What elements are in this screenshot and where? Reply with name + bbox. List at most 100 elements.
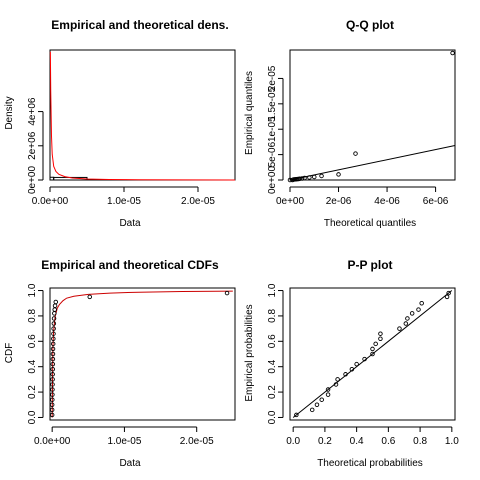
x-tick-label: 2.0e-05 (180, 436, 214, 447)
y-tick-label: 0e+00 (27, 166, 38, 195)
pp-point (309, 407, 315, 413)
y-tick-label: 0.0 (267, 410, 278, 424)
x-tick-label: 1.0 (445, 436, 459, 447)
qq-point (302, 175, 307, 181)
pp-ylabel: Empirical probabilities (244, 304, 255, 401)
pp-point (333, 382, 339, 387)
panel-density: Empirical and theoretical dens. Data Den… (4, 18, 236, 229)
pp-title: P-P plot (347, 258, 392, 272)
qq-point (319, 173, 324, 179)
ecdf-point (50, 397, 55, 402)
ecdf-point (53, 299, 59, 305)
ecdf-point (50, 356, 56, 362)
pp-point (349, 366, 355, 372)
pp-point (378, 331, 383, 336)
pp-point (444, 294, 450, 300)
plot-box (49, 49, 236, 181)
qq-point (353, 151, 358, 156)
ecdf-point (51, 326, 56, 331)
x-tick-label: 0.4 (350, 436, 364, 447)
pp-point (335, 377, 340, 382)
y-tick-label: 0.4 (267, 359, 278, 373)
y-tick-label: 0.6 (27, 334, 38, 348)
density-ylabel: Density (4, 96, 15, 129)
qq-plot-area: 0e+00 2e-06 4e-06 6e-060e+005e-061e-051.5e-… (267, 49, 456, 207)
density-xlabel: Data (119, 218, 141, 229)
pp-point (325, 392, 331, 397)
ecdf-point (50, 346, 56, 352)
density-title: Empirical and theoretical dens. (51, 18, 228, 32)
pp-point (397, 326, 402, 331)
ecdf-point (51, 316, 57, 321)
pp-xlabel: Theoretical probabilities (317, 458, 423, 469)
panel-qq: Q-Q plot Theoretical quantiles Empirical… (244, 18, 456, 229)
y-tick-label: 5e-06 (267, 141, 278, 167)
ecdf-point (50, 382, 55, 387)
ecdf-point (52, 303, 58, 309)
ecdf-point (49, 407, 55, 413)
pp-point (343, 372, 348, 377)
ecdf-point (52, 307, 57, 312)
y-tick-label: 4e+06 (27, 97, 38, 126)
pp-point (319, 397, 324, 402)
plot-box (289, 287, 456, 421)
cdf-plot-area: 0.0e+00 1.0e-05 2.0e-05 0.0 0.2 0.4 0.6 0.8 1.0 (27, 283, 236, 447)
pp-point (446, 290, 451, 296)
y-tick-label: 0.8 (267, 309, 278, 323)
x-tick-label: 2e-06 (326, 196, 352, 207)
pp-point (378, 336, 383, 342)
pp-point (405, 316, 410, 321)
ecdf-point (50, 361, 56, 367)
x-tick-label: 1.0e-05 (107, 196, 141, 207)
theoretical-cdf-curve (51, 290, 233, 418)
pp-reference-line (292, 290, 453, 418)
ecdf-point (49, 402, 55, 408)
y-tick-label: 2e+06 (27, 131, 38, 160)
x-tick-label: 4e-06 (374, 196, 400, 207)
y-tick-label: 0.8 (27, 309, 38, 323)
cdf-xlabel: Data (119, 458, 141, 469)
x-tick-label: 0.6 (381, 436, 395, 447)
ecdf-point (50, 366, 55, 372)
ecdf-point (51, 331, 56, 336)
y-tick-label: 1.0 (267, 283, 278, 297)
qq-ylabel: Empirical quantiles (244, 71, 255, 155)
cdf-ylabel: CDF (4, 343, 15, 364)
pp-point (362, 356, 367, 362)
ecdf-point (50, 351, 56, 357)
qq-xlabel: Theoretical quantiles (324, 218, 416, 229)
y-tick-label: 1e-05 (267, 116, 278, 142)
ecdf-point (49, 412, 55, 418)
qq-title: Q-Q plot (346, 18, 394, 32)
y-tick-label: 0e+00 (267, 166, 278, 195)
plot-box (289, 49, 456, 181)
cdf-title: Empirical and theoretical CDFs (41, 258, 219, 272)
plot-box (49, 287, 236, 421)
y-tick-label: 0.0 (27, 410, 38, 424)
qq-point (297, 176, 302, 181)
x-tick-label: 0.0e+00 (34, 436, 71, 447)
y-tick-label: 1.5e-05 (267, 86, 278, 120)
qq-point (307, 175, 312, 180)
x-tick-label: 0.0e+00 (32, 196, 69, 207)
pp-point (403, 321, 409, 326)
pp-point (314, 402, 320, 408)
pp-point (416, 307, 421, 312)
ecdf-point (50, 372, 55, 377)
pp-point (370, 346, 375, 352)
histogram-bar (49, 176, 55, 181)
qq-point (336, 172, 341, 177)
x-tick-label: 0.2 (318, 436, 332, 447)
pp-point (294, 412, 299, 418)
y-tick-label: 0.2 (27, 385, 38, 399)
x-tick-label: 2.0e-05 (181, 196, 215, 207)
x-tick-label: 0.8 (413, 436, 427, 447)
qq-point (312, 174, 317, 180)
ecdf-point (50, 387, 55, 392)
ecdf-point (224, 290, 230, 296)
x-tick-label: 0e+00 (276, 196, 305, 207)
y-tick-label: 2e-05 (267, 65, 278, 91)
density-curve (49, 51, 236, 181)
ecdf-point (50, 341, 56, 347)
